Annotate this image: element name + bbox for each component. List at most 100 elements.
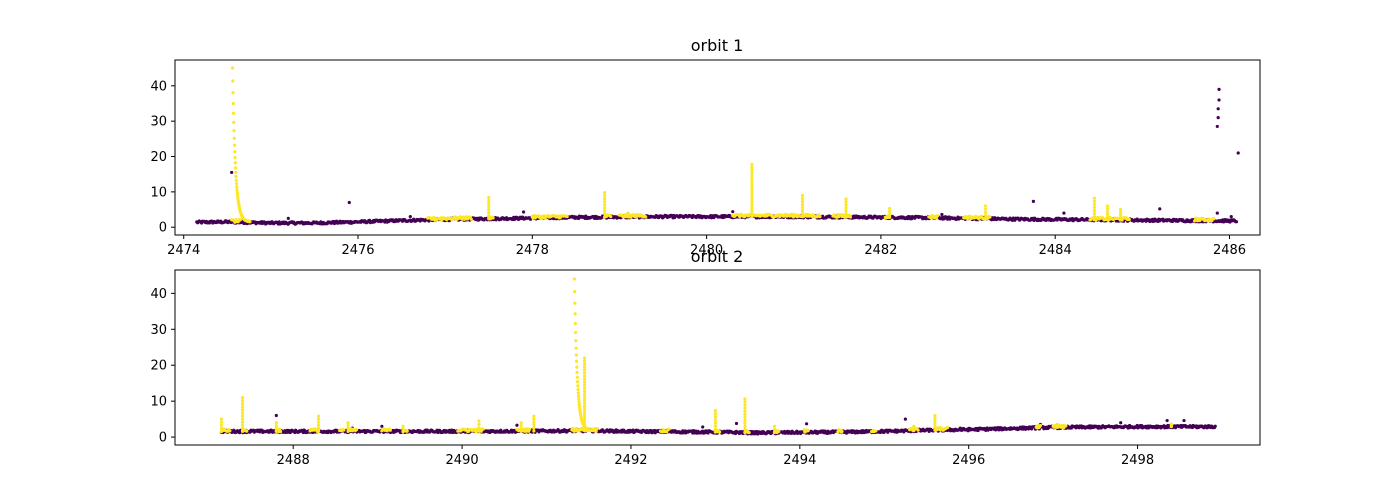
data-point	[713, 411, 717, 416]
data-point	[935, 214, 940, 218]
data-point	[743, 403, 747, 407]
data-point	[576, 387, 580, 392]
data-point	[609, 214, 613, 219]
data-point	[912, 424, 916, 428]
data-point	[743, 424, 747, 429]
data-point	[731, 210, 735, 214]
data-point	[750, 197, 754, 201]
data-point	[844, 200, 848, 204]
data-point	[804, 422, 809, 426]
data-point	[405, 429, 409, 433]
data-point	[1062, 211, 1066, 215]
data-point	[734, 421, 739, 426]
data-point	[800, 215, 805, 219]
data-point	[603, 190, 607, 195]
data-point	[818, 214, 822, 219]
data-point	[232, 136, 236, 140]
data-point	[573, 301, 577, 305]
y-tick-label: 30	[150, 115, 167, 130]
data-point	[491, 216, 495, 220]
data-point	[1092, 199, 1097, 203]
data-point	[316, 423, 321, 427]
data-point	[274, 413, 278, 418]
data-point	[933, 419, 937, 423]
x-tick-label: 2484	[1039, 243, 1072, 258]
data-point	[743, 430, 747, 435]
data-point	[519, 421, 523, 425]
data-point	[582, 380, 587, 384]
data-point	[231, 111, 236, 115]
data-point	[234, 182, 239, 186]
data-point	[1092, 218, 1097, 222]
data-point	[1038, 423, 1043, 428]
data-point	[644, 215, 648, 219]
data-point	[576, 384, 580, 388]
data-point	[219, 426, 224, 430]
data-point	[582, 374, 587, 378]
data-point	[1193, 219, 1197, 223]
data-point	[1064, 424, 1068, 428]
x-tick-label: 2492	[614, 453, 647, 468]
data-point	[278, 429, 283, 434]
data-point	[231, 101, 235, 106]
data-point	[1236, 151, 1240, 155]
data-point	[983, 210, 988, 214]
data-point	[582, 404, 587, 409]
data-point	[575, 380, 580, 384]
data-point	[603, 203, 607, 207]
data-point	[603, 197, 607, 201]
data-point	[1092, 212, 1097, 216]
data-point	[1217, 87, 1221, 91]
data-point	[575, 370, 579, 375]
data-point	[574, 359, 579, 363]
data-point	[750, 185, 754, 190]
data-point	[750, 212, 754, 216]
x-tick-label: 2496	[952, 453, 985, 468]
data-point	[743, 427, 747, 432]
orbit-1-plot-area	[195, 66, 1240, 226]
data-point	[347, 200, 351, 205]
data-point	[582, 416, 587, 421]
data-point	[743, 406, 747, 410]
data-point	[233, 166, 238, 170]
data-point	[750, 206, 754, 210]
data-point	[532, 429, 536, 433]
data-point	[582, 377, 587, 381]
data-point	[346, 426, 350, 431]
data-point	[532, 417, 536, 421]
data-point	[380, 424, 384, 428]
data-point	[401, 429, 405, 433]
y-tick-label: 20	[150, 150, 167, 165]
x-tick-label: 2474	[167, 243, 200, 258]
data-point	[713, 418, 717, 422]
data-point	[713, 415, 717, 419]
y-tick-label: 10	[150, 395, 167, 410]
data-point	[844, 209, 848, 213]
orbit-1-panel: orbit 1 2474 2476 2478 2480 2482 2484 2486 0 10…	[150, 36, 1261, 258]
data-point	[1215, 211, 1219, 215]
data-point	[232, 143, 237, 147]
data-point	[231, 79, 235, 83]
data-point	[388, 428, 392, 432]
data-point	[844, 215, 848, 219]
data-point	[1118, 218, 1123, 222]
y-tick-label: 0	[159, 221, 167, 236]
data-point	[983, 217, 988, 221]
orbit-1-x-axis: 2474 2476 2478 2480 2482 2484 2486	[167, 235, 1246, 258]
data-point	[401, 427, 405, 431]
data-point	[515, 423, 519, 427]
data-point	[1118, 210, 1123, 214]
data-point	[903, 417, 907, 421]
data-point	[565, 214, 569, 219]
y-tick-label: 10	[150, 185, 167, 200]
data-point	[1165, 418, 1169, 423]
data-point	[346, 421, 350, 425]
data-point	[800, 196, 805, 201]
data-point	[603, 209, 607, 213]
data-point	[240, 429, 245, 433]
data-point	[750, 194, 754, 198]
data-point	[750, 165, 754, 169]
orbit-1-title: orbit 1	[691, 36, 744, 55]
data-point	[603, 212, 607, 216]
